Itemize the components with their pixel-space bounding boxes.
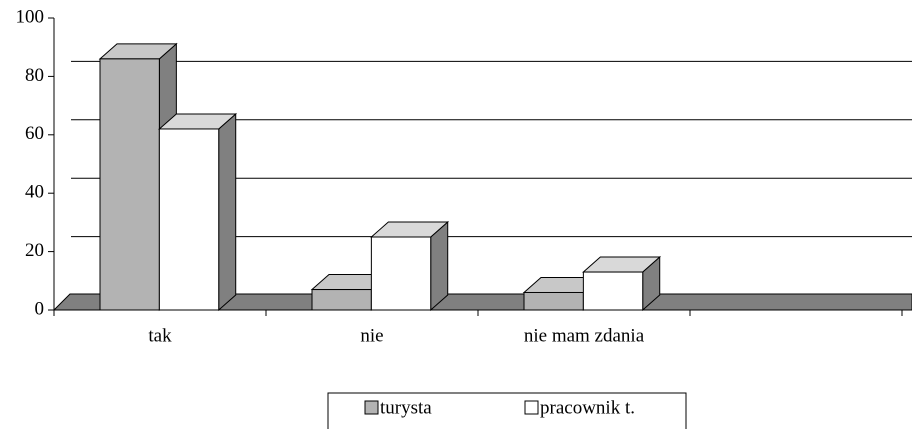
- bar: [158, 112, 238, 312]
- legend-swatch: [524, 400, 539, 415]
- legend-label: pracownik t.: [540, 397, 635, 418]
- bar-front: [582, 271, 644, 311]
- bar-front: [99, 58, 160, 311]
- legend-items: turysta pracownik t.: [364, 397, 635, 418]
- bar-front: [158, 128, 220, 311]
- bar-side: [218, 112, 237, 312]
- x-tick-label: tak: [148, 325, 172, 346]
- bar: [582, 255, 662, 312]
- x-tick-label: nie mam zdania: [524, 325, 645, 346]
- legend-label: turysta: [380, 397, 432, 418]
- axes: 0 20 40 60 80 100 tak nie nie mam zdania: [16, 6, 903, 346]
- legend-swatch: [364, 400, 379, 415]
- bar-front: [523, 291, 584, 311]
- y-tick-label: 20: [25, 240, 44, 261]
- bar-front: [370, 236, 432, 311]
- bar-front: [311, 289, 372, 311]
- y-tick-label: 100: [16, 6, 45, 27]
- y-tick-label: 0: [35, 298, 45, 319]
- y-tick-label: 80: [25, 65, 44, 86]
- y-tick-label: 40: [25, 182, 44, 203]
- legend: [327, 392, 687, 429]
- bars: [98, 42, 662, 312]
- x-tick-label: nie: [360, 325, 383, 346]
- bar: [370, 220, 450, 312]
- y-tick-label: 60: [25, 123, 44, 144]
